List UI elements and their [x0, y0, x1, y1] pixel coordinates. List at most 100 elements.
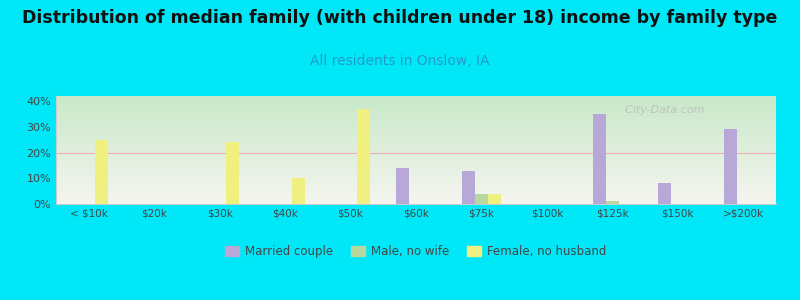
- Bar: [56, 177, 776, 178]
- Bar: [56, 103, 776, 104]
- Bar: [226, 142, 239, 204]
- Text: City-Data.com: City-Data.com: [618, 105, 704, 115]
- Bar: [56, 96, 776, 97]
- Bar: [56, 194, 776, 195]
- Bar: [56, 105, 776, 106]
- Bar: [56, 198, 776, 199]
- Bar: [56, 114, 776, 115]
- Bar: [56, 121, 776, 122]
- Bar: [56, 111, 776, 112]
- Bar: [56, 176, 776, 177]
- Bar: [56, 200, 776, 201]
- Bar: [56, 192, 776, 193]
- Bar: [56, 127, 776, 128]
- Bar: [56, 126, 776, 127]
- Bar: [56, 125, 776, 126]
- Bar: [56, 160, 776, 161]
- Bar: [56, 179, 776, 180]
- Bar: [396, 168, 410, 204]
- Bar: [56, 110, 776, 111]
- Bar: [56, 189, 776, 190]
- Bar: [56, 174, 776, 175]
- Bar: [56, 146, 776, 147]
- Bar: [56, 170, 776, 171]
- Bar: [56, 134, 776, 135]
- Bar: [56, 153, 776, 154]
- Bar: [56, 131, 776, 132]
- Bar: [56, 128, 776, 129]
- Bar: [488, 194, 501, 204]
- Bar: [56, 178, 776, 179]
- Bar: [56, 202, 776, 203]
- Bar: [56, 140, 776, 141]
- Bar: [56, 167, 776, 168]
- Bar: [56, 163, 776, 164]
- Bar: [56, 164, 776, 165]
- Bar: [56, 142, 776, 143]
- Bar: [56, 143, 776, 144]
- Bar: [292, 178, 305, 204]
- Bar: [56, 135, 776, 136]
- Bar: [357, 109, 370, 204]
- Bar: [593, 114, 606, 204]
- Bar: [56, 130, 776, 131]
- Bar: [56, 187, 776, 188]
- Bar: [56, 141, 776, 142]
- Bar: [56, 162, 776, 163]
- Bar: [56, 104, 776, 105]
- Bar: [56, 118, 776, 119]
- Bar: [56, 150, 776, 151]
- Bar: [56, 180, 776, 181]
- Bar: [56, 124, 776, 125]
- Bar: [56, 181, 776, 182]
- Bar: [56, 184, 776, 185]
- Bar: [56, 100, 776, 101]
- Bar: [56, 101, 776, 102]
- Bar: [56, 97, 776, 98]
- Bar: [56, 119, 776, 120]
- Bar: [56, 165, 776, 166]
- Bar: [56, 147, 776, 148]
- Bar: [56, 166, 776, 167]
- Bar: [56, 137, 776, 138]
- Bar: [56, 102, 776, 103]
- Bar: [95, 140, 108, 204]
- Text: All residents in Onslow, IA: All residents in Onslow, IA: [310, 54, 490, 68]
- Bar: [56, 155, 776, 156]
- Bar: [475, 194, 488, 204]
- Bar: [56, 161, 776, 162]
- Bar: [56, 115, 776, 116]
- Bar: [56, 169, 776, 170]
- Bar: [56, 148, 776, 149]
- Bar: [56, 122, 776, 123]
- Bar: [56, 173, 776, 174]
- Text: Distribution of median family (with children under 18) income by family type: Distribution of median family (with chil…: [22, 9, 778, 27]
- Bar: [56, 149, 776, 150]
- Bar: [56, 99, 776, 100]
- Bar: [56, 172, 776, 173]
- Bar: [56, 112, 776, 113]
- Bar: [56, 171, 776, 172]
- Bar: [56, 116, 776, 117]
- Bar: [56, 113, 776, 114]
- Bar: [56, 183, 776, 184]
- Legend: Married couple, Male, no wife, Female, no husband: Married couple, Male, no wife, Female, n…: [221, 241, 611, 263]
- Bar: [56, 133, 776, 134]
- Bar: [56, 151, 776, 152]
- Bar: [56, 185, 776, 186]
- Bar: [56, 117, 776, 118]
- Bar: [56, 199, 776, 200]
- Bar: [56, 196, 776, 197]
- Bar: [56, 193, 776, 194]
- Bar: [56, 168, 776, 169]
- Bar: [56, 197, 776, 198]
- Bar: [56, 158, 776, 159]
- Bar: [56, 186, 776, 187]
- Bar: [56, 188, 776, 189]
- Bar: [56, 182, 776, 183]
- Bar: [56, 152, 776, 153]
- Bar: [56, 98, 776, 99]
- Bar: [56, 107, 776, 108]
- Bar: [724, 129, 737, 204]
- Bar: [56, 132, 776, 133]
